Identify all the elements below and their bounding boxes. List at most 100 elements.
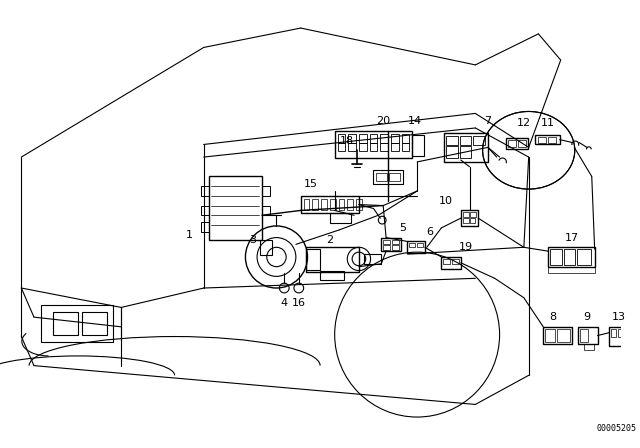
Bar: [335, 131, 412, 158]
Bar: [402, 142, 410, 151]
Text: 12: 12: [516, 118, 531, 128]
Bar: [364, 254, 381, 264]
Bar: [305, 247, 359, 271]
Bar: [444, 133, 488, 162]
Bar: [201, 206, 209, 215]
Bar: [550, 249, 562, 265]
Text: 19: 19: [459, 242, 473, 252]
Bar: [383, 246, 390, 250]
Bar: [609, 327, 625, 346]
Bar: [538, 137, 546, 143]
Bar: [408, 241, 425, 253]
Bar: [442, 257, 461, 269]
Bar: [578, 327, 598, 345]
Bar: [548, 247, 595, 267]
Bar: [380, 142, 388, 151]
Bar: [262, 206, 269, 215]
Bar: [536, 135, 560, 144]
Text: 5: 5: [399, 223, 406, 233]
Text: 2: 2: [326, 234, 333, 245]
Bar: [209, 177, 262, 240]
Bar: [518, 140, 526, 147]
Bar: [463, 218, 468, 223]
Bar: [461, 211, 478, 226]
Bar: [320, 271, 344, 280]
Bar: [201, 186, 209, 196]
Bar: [348, 199, 353, 211]
Bar: [618, 329, 623, 336]
Bar: [339, 199, 344, 211]
Text: 14: 14: [408, 116, 422, 126]
Text: 20: 20: [376, 116, 390, 126]
Bar: [374, 170, 403, 184]
Text: 17: 17: [565, 233, 579, 242]
Bar: [446, 136, 458, 146]
Bar: [470, 218, 476, 223]
Text: 13: 13: [612, 312, 626, 322]
Bar: [303, 199, 310, 211]
Bar: [391, 142, 399, 151]
Bar: [201, 222, 209, 232]
Bar: [380, 134, 388, 142]
Bar: [348, 134, 356, 142]
Bar: [383, 240, 390, 244]
Bar: [446, 146, 458, 158]
Text: 6: 6: [426, 227, 433, 237]
Bar: [356, 199, 362, 211]
Bar: [392, 246, 399, 250]
Text: 8: 8: [549, 312, 557, 322]
Bar: [337, 134, 346, 142]
Bar: [381, 237, 401, 251]
Bar: [389, 172, 399, 181]
Bar: [321, 199, 327, 211]
Bar: [262, 186, 269, 196]
Bar: [444, 259, 450, 264]
Text: 00005205: 00005205: [596, 424, 637, 433]
Text: 15: 15: [303, 179, 317, 189]
Bar: [548, 267, 595, 272]
Bar: [392, 240, 399, 244]
Bar: [348, 142, 356, 151]
Text: 10: 10: [439, 196, 453, 206]
Bar: [369, 142, 378, 151]
Bar: [506, 138, 528, 149]
Bar: [564, 249, 575, 265]
Bar: [584, 345, 594, 350]
Bar: [41, 306, 113, 342]
Text: 16: 16: [292, 297, 306, 308]
Bar: [359, 134, 367, 142]
Text: 3: 3: [249, 234, 256, 245]
Bar: [53, 312, 77, 335]
Bar: [580, 329, 588, 342]
Bar: [508, 140, 516, 147]
Bar: [376, 172, 387, 181]
Bar: [305, 249, 320, 270]
Bar: [260, 240, 271, 255]
Bar: [410, 243, 415, 247]
Bar: [463, 212, 468, 217]
Bar: [545, 329, 555, 342]
Bar: [460, 136, 472, 146]
Text: 18: 18: [340, 136, 355, 146]
Bar: [474, 136, 485, 146]
Bar: [611, 329, 616, 336]
Bar: [577, 249, 591, 265]
Bar: [83, 312, 107, 335]
Bar: [543, 327, 572, 345]
Bar: [301, 196, 359, 213]
Bar: [412, 135, 424, 156]
Bar: [460, 146, 472, 158]
Bar: [417, 243, 423, 247]
Bar: [548, 137, 556, 143]
Text: 9: 9: [583, 312, 591, 322]
Bar: [391, 134, 399, 142]
Bar: [330, 213, 351, 223]
Bar: [557, 329, 570, 342]
Bar: [470, 212, 476, 217]
Text: 7: 7: [484, 116, 492, 126]
Bar: [369, 134, 378, 142]
Bar: [312, 199, 318, 211]
Bar: [330, 199, 335, 211]
Text: 1: 1: [186, 230, 193, 240]
Bar: [452, 259, 459, 264]
